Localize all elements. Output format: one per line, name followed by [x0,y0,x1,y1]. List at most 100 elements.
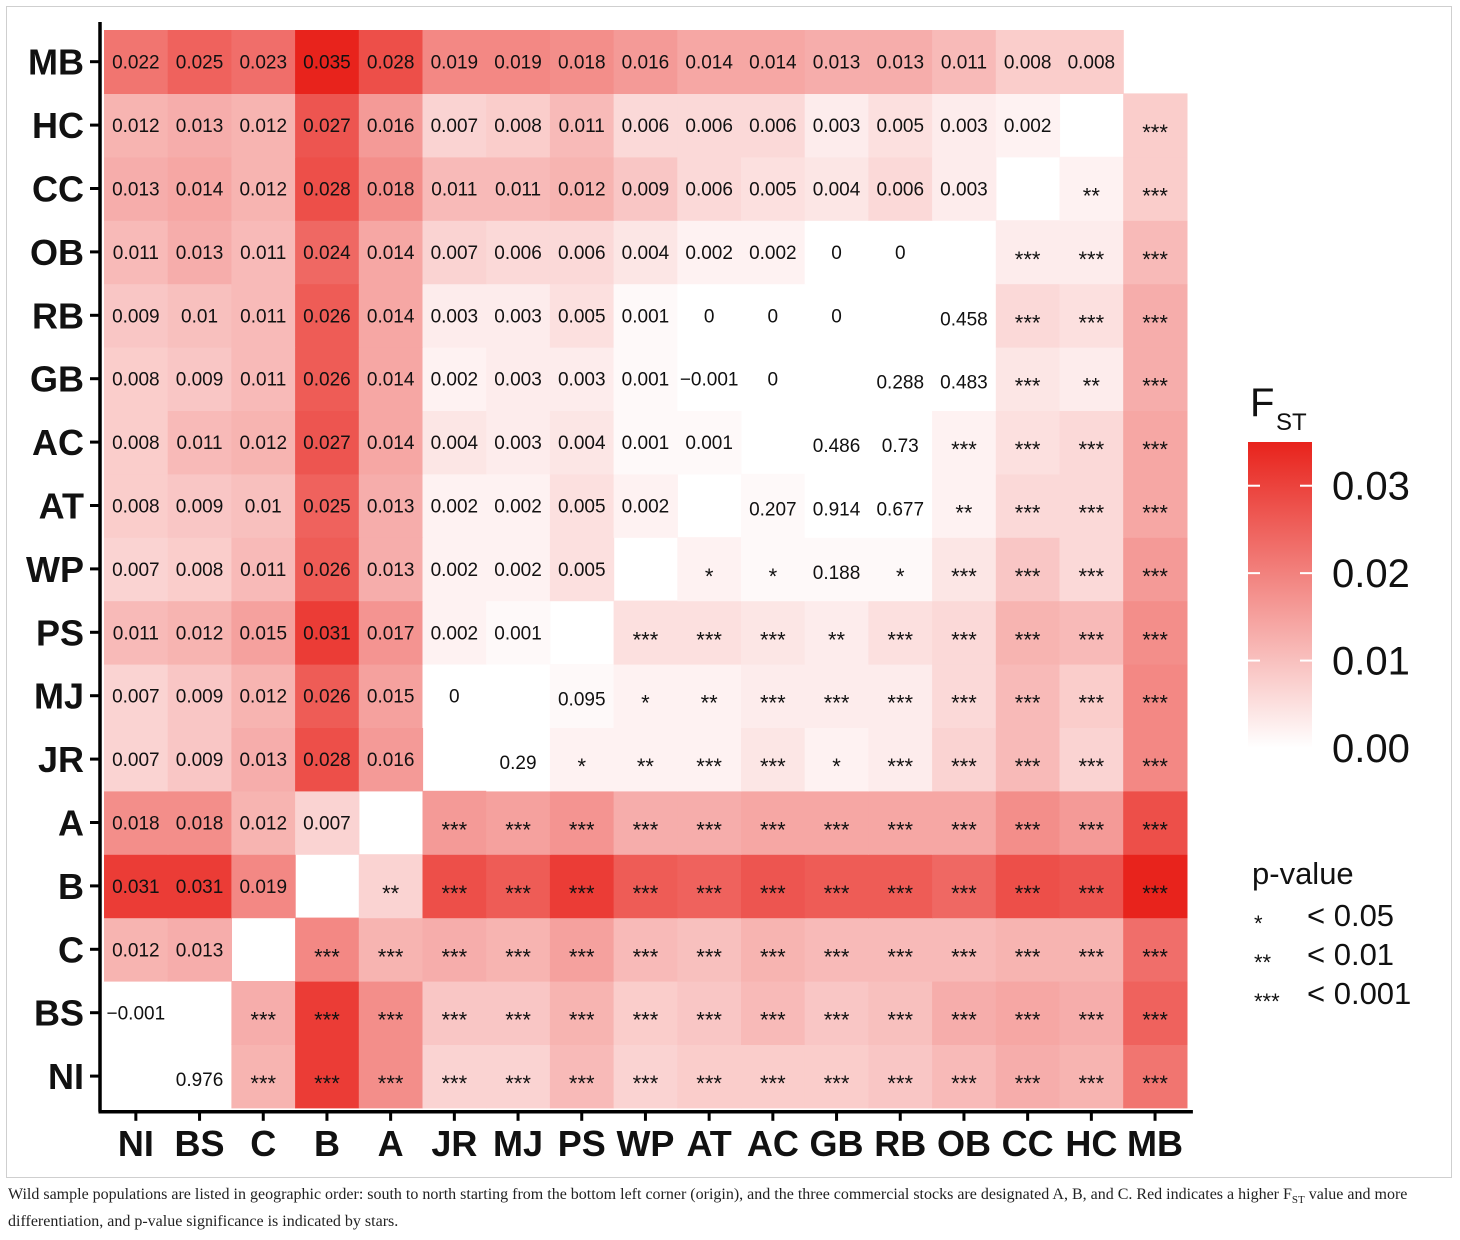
fst-label-AC-A: 0.014 [367,433,415,454]
fst-label-WP-B: 0.026 [303,560,351,581]
heatmap-cell-CC-A [358,156,424,221]
heatmap-cell-CC-RB [868,156,933,221]
heatmap-cell-MB-MJ [486,30,551,94]
heatmap-cell-AC-WP [613,410,678,475]
heatmap-cell-GB-OB [932,347,997,411]
heatmap-cell-A-RB [868,790,933,855]
y-tick-label-MJ: MJ [34,676,84,717]
fst-label-OB-AC: 0.002 [749,243,797,264]
fst-label-AT-JR: 0.002 [431,497,479,518]
heatmap-cell-PS-OB [932,600,997,665]
heatmap-cell-HC-AC [741,93,806,158]
heatmap-cell-MJ-OB [932,664,997,728]
pvalue-label-C-RB: *** [887,944,913,969]
heatmap-cell-C-AC [741,917,806,982]
heatmap-cell-GB-PS [549,347,615,411]
heatmap-cell-NI-GB [804,1044,869,1109]
fst-label-MB-B: 0.035 [303,53,351,74]
pvalue-label-B-AT: *** [696,881,722,906]
heatmap-cell-JR-PS [549,727,615,792]
fst-label-GB-JR: 0.002 [431,370,479,391]
fst-label-PS-BS: 0.012 [176,623,224,644]
pvalue-label-BS-PS: *** [569,1008,595,1033]
heatmap-cell-BS-GB [804,981,869,1045]
heatmap-cell-GB-WP [613,347,678,411]
y-tick-label-JR: JR [38,739,84,780]
heatmap-cell-B-HC [1059,854,1124,919]
y-tick-label-RB: RB [32,295,84,336]
heatmap-cell-RB-AC [741,283,806,348]
pvalue-label-NI-AT: *** [696,1071,722,1096]
pvalue-label-AC-OB: *** [951,437,977,462]
heatmap-cell-AC-BS [167,410,232,475]
pvalue-label-OB-HC: *** [1079,247,1105,272]
pvalue-label-GB-CC: *** [1015,374,1041,399]
legend-tick-label-2: 0.01 [1332,640,1410,684]
heatmap-cell-JR-RB [868,727,933,792]
heatmap-cell-B-GB [804,854,869,919]
heatmap-cell-MB-RB [868,30,933,94]
heatmap-cell-RB-MB [1123,283,1188,348]
fst-label-AC-BS: 0.011 [176,433,222,454]
heatmap-cell-BS-AC [741,981,806,1045]
pvalue-label-WP-GB: 0.188 [813,563,861,584]
x-tick-label-MB: MB [1127,1123,1183,1164]
x-tick-label-C: C [250,1123,276,1164]
fst-label-WP-C: 0.011 [240,560,286,581]
fst-label-CC-B: 0.028 [303,180,351,201]
pvalue-label-JR-HC: *** [1079,754,1105,779]
x-tick-label-NI: NI [118,1123,154,1164]
pvalue-legend-title: p-value [1252,856,1354,891]
heatmap-cell-PS-NI [104,600,169,665]
heatmap-cell-AC-RB [868,410,933,475]
pvalue-label-WP-AC: * [769,564,778,589]
heatmap-cell-B-RB [868,854,933,919]
pvalue-label-PS-HC: *** [1079,627,1105,652]
pvalue-label-A-WP: *** [633,818,659,843]
heatmap-cell-WP-BS [167,537,232,602]
pvalue-label-CC-MB: *** [1142,184,1168,209]
pvalue-label-NI-MJ: *** [505,1071,531,1096]
pvalue-label-NI-PS: *** [569,1071,595,1096]
pvalue-legend-label-1: < 0.01 [1307,937,1394,972]
pvalue-label-C-MB: *** [1142,944,1168,969]
y-tick-label-AC: AC [32,422,84,463]
heatmap-cell-GB-MB [1123,347,1188,411]
pvalue-label-B-WP: *** [633,881,659,906]
pvalue-label-OB-MB: *** [1142,247,1168,272]
fst-label-OB-A: 0.014 [367,243,415,264]
heatmap-cell-MJ-NI [104,664,169,728]
fst-label-A-NI: 0.018 [112,814,160,835]
pvalue-label-BS-WP: *** [633,1008,659,1033]
x-tick-label-PS: PS [558,1123,606,1164]
fst-label-GB-NI: 0.008 [112,370,160,391]
heatmap-cell-RB-B [295,283,360,348]
heatmap-cell-RB-NI [104,283,169,348]
fst-label-CC-AT: 0.006 [685,180,733,201]
fst-label-JR-C: 0.013 [239,750,287,771]
heatmap-cell-A-NI [104,790,169,855]
heatmap-cell-B-MJ [486,854,551,919]
heatmap-cell-C-GB [804,917,869,982]
y-tick-label-BS: BS [34,993,84,1034]
pvalue-label-RB-CC: *** [1015,310,1041,335]
pvalue-label-MJ-PS: 0.095 [558,690,606,711]
heatmap-cell-B-CC [995,854,1061,919]
fst-label-HC-WP: 0.006 [622,116,670,137]
heatmap-cell-PS-WP [613,600,678,665]
heatmap-cell-MJ-HC [1059,664,1124,728]
pvalue-label-AT-CC: *** [1015,501,1041,526]
heatmap-cell-MB-BS [167,30,232,94]
heatmap-cell-WP-PS [549,537,615,602]
heatmap-cell-AT-A [358,473,424,538]
heatmap-cell-A-WP [613,790,678,855]
heatmap-cell-A-AC [741,790,806,855]
fst-label-MJ-JR: 0 [449,687,460,708]
x-tick-label-AT: AT [686,1123,731,1164]
heatmap-cell-C-PS [549,917,615,982]
fst-label-HC-B: 0.027 [303,116,351,137]
heatmap-cell-JR-OB [932,727,997,792]
pvalue-label-JR-CC: *** [1015,754,1041,779]
pvalue-label-RB-HC: *** [1079,310,1105,335]
fst-label-AC-PS: 0.004 [558,433,606,454]
